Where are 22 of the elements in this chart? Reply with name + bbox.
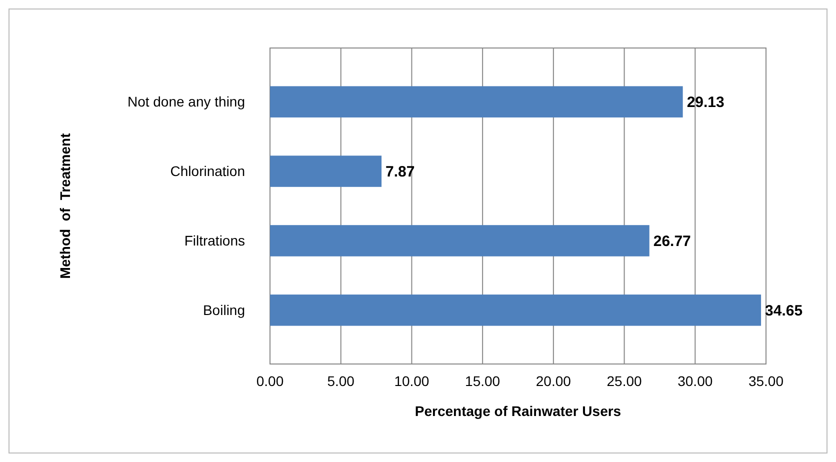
x-tick-label: 10.00 [394,373,430,389]
data-label: 34.65 [765,302,803,320]
x-tick-label: 25.00 [606,373,642,389]
x-axis-title: Percentage of Rainwater Users [414,403,622,419]
y-tick-label: Not done any thing [127,94,245,110]
bar [270,294,762,326]
x-tick-label: 0.00 [256,373,284,389]
data-label: 29.13 [686,94,724,112]
bar [270,156,382,187]
x-tick-label: 5.00 [327,373,355,389]
y-tick-label: Boiling [202,302,245,318]
x-tick-label: 15.00 [465,373,500,389]
bar [270,225,650,256]
y-tick-label: Filtrations [184,232,245,249]
y-tick-label: Chlorination [170,163,245,180]
data-label: 7.87 [386,164,415,181]
y-axis-title: Method of Treatment [57,132,73,279]
x-tick-label: 30.00 [678,373,713,389]
x-tick-label: 35.00 [748,373,784,389]
data-label: 26.77 [653,232,691,250]
x-tick-label: 20.00 [536,373,572,389]
bar [270,86,683,118]
